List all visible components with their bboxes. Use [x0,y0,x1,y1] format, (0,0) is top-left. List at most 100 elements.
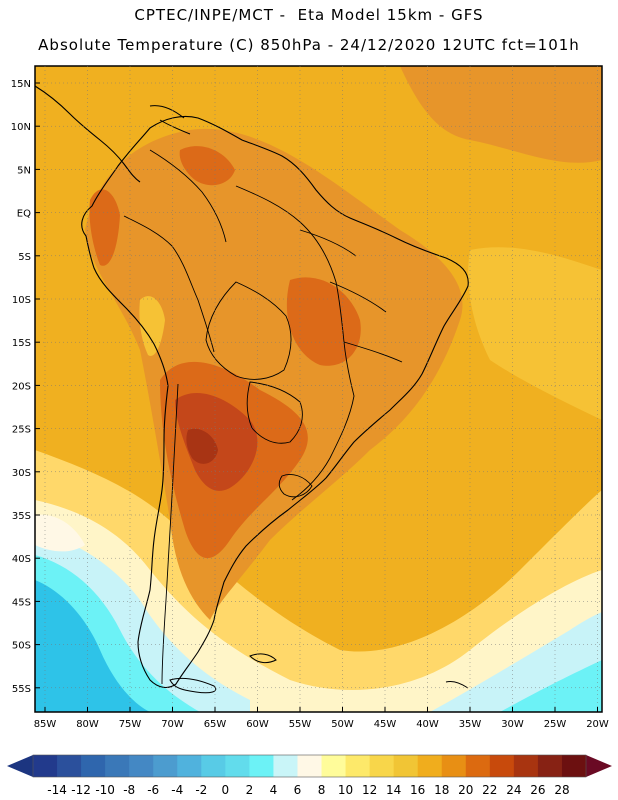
colorbar-boxes [7,754,612,778]
colorbar-box [417,755,443,777]
border-uruguay [278,474,313,498]
field-aqua-southwest [35,580,150,712]
colorbar-labels: -14 -12 -10 -8 -6 -4 -2 0 2 4 6 8 10 12 14 16 18 20 22 24 26… [47,783,569,797]
colorbar-box [345,755,371,777]
lat-label: 50S [12,641,31,652]
lat-label: 5S [18,252,31,263]
colorbar-label: -12 [71,783,91,797]
colorbar-box [441,755,467,777]
lon-label: 60W [246,719,269,730]
lon-label: 25W [544,719,567,730]
lat-label: 15S [12,338,31,349]
colorbar-label: -2 [195,783,207,797]
coastline-south-georgia [445,681,469,689]
field-warm-atlantic-east [468,247,602,420]
map-gridlines [35,66,602,712]
field-brazil-hot [286,277,361,366]
lat-label: 10N [11,122,31,133]
colorbar-label: 28 [554,783,569,797]
coastline-tierra-del-fuego [169,677,217,694]
colorbar-box [129,755,154,777]
coastline-caribbean [149,105,191,135]
lat-label: 5N [17,165,31,176]
colorbar-box [465,755,491,777]
border-argentina-chile [161,383,179,685]
lat-label: 45S [12,597,31,608]
colorbar-label: -10 [95,783,115,797]
colorbar-label: 20 [458,783,473,797]
colorbar-box [513,755,539,777]
lon-label: 50W [331,719,354,730]
lat-label: 15N [11,79,31,90]
map-ticks: 15N 10N 5N EQ 5S 10S 15S 20S 25S 30S 35S 40S 45S 50S 5… [11,79,609,730]
colorbar-arrow-right [586,755,612,777]
colorbar-label: -4 [171,783,183,797]
colorbar-box [537,755,563,777]
title-line-1: CPTEC/INPE/MCT - Eta Model 15km - GFS [134,6,484,24]
colorbar-box [393,755,419,777]
colorbar-label: 12 [362,783,377,797]
colorbar-label: 14 [386,783,401,797]
colorbar-box [321,755,347,777]
field-venezuela-hot [179,146,235,186]
colorbar-label: 16 [410,783,425,797]
lon-label: 20W [586,719,609,730]
colorbar-label: -8 [123,783,135,797]
colorbar-label: 22 [482,783,497,797]
lat-label: 35S [12,511,31,522]
colorbar-label: 24 [506,783,521,797]
map-field [35,66,602,712]
colorbar-box [105,755,130,777]
lon-label: 65W [204,719,227,730]
colorbar-box [273,755,298,777]
lon-label: 35W [459,719,482,730]
colorbar-label: 6 [294,783,302,797]
colorbar-box [561,755,587,777]
colorbar-label: 0 [222,783,230,797]
colorbar-box [153,755,178,777]
map-frame [34,65,603,713]
colorbar-box [369,755,395,777]
lon-label: 55W [289,719,312,730]
colorbar-label: -14 [47,783,67,797]
colorbar-arrow-left [7,755,33,777]
lon-label: 30W [501,719,524,730]
field-cyan-southeast [500,660,602,712]
lat-label: EQ [17,209,31,220]
colorbar-box [57,755,82,777]
field-andes-cool [139,296,165,356]
colorbar-box [489,755,515,777]
colorbar-box [33,755,58,777]
lat-label: 20S [12,381,31,392]
lat-label: 10S [12,295,31,306]
colorbar-box [249,755,274,777]
lon-label: 80W [76,719,99,730]
lon-label: 85W [34,719,57,730]
colorbar-box [201,755,226,777]
country-borders [123,149,403,685]
field-andes-hot [89,189,120,266]
coastline-falklands [249,653,277,664]
coastline-central-america [34,85,141,183]
lat-label: 30S [12,468,31,479]
lon-label: 70W [161,719,184,730]
colorbar-label: 8 [318,783,326,797]
field-cream-patch [35,514,85,552]
field-warm-atlantic-north [400,66,602,163]
border-colombia [149,149,227,243]
lon-label: 45W [374,719,397,730]
colorbar-box [225,755,250,777]
colorbar-label: 18 [434,783,449,797]
border-peru [123,215,215,353]
lon-label: 40W [416,719,439,730]
colorbar-box [81,755,106,777]
field-land-extreme [186,428,218,464]
colorbar-box [297,755,323,777]
lat-label: 40S [12,554,31,565]
lat-label: 25S [12,425,31,436]
colorbar-outline [32,754,587,778]
field-land-hotter [175,392,258,491]
lat-label: 55S [12,684,31,695]
coastline-south-america [81,115,469,689]
